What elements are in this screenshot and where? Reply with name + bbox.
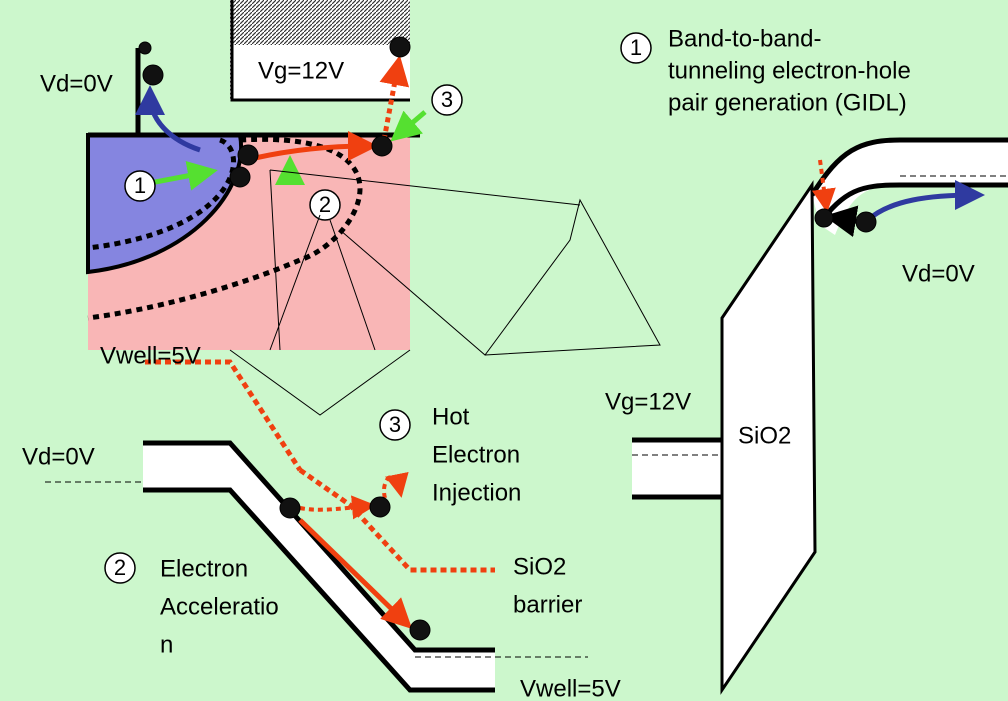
transistor: Vd=0V Vg=12V Vwell=5V 1 2 3 (40, 0, 463, 472)
marker: 1 (134, 173, 146, 198)
caption: pair generation (GIDL) (668, 89, 907, 116)
hot-electron: 3 Hot Electron Injection (379, 403, 521, 506)
caption: Band-to-band- (668, 25, 821, 52)
gidl-band: 1 Band-to-band- tunneling electron-hole … (605, 25, 1008, 695)
callout-right (269, 169, 661, 356)
caption: Electron (432, 441, 520, 468)
callout-down (229, 349, 411, 416)
caption: tunneling electron-hole (668, 57, 911, 84)
caption: Hot (432, 403, 470, 430)
marker: 1 (630, 35, 642, 60)
barrier-label: barrier (513, 591, 582, 618)
caption: Electron (160, 555, 248, 582)
marker: 2 (319, 192, 331, 217)
marker: 3 (389, 412, 401, 437)
caption: Acceleratio (160, 593, 279, 620)
drain-label: Vd=0V (22, 443, 95, 470)
well-label: Vwell=5V (520, 675, 621, 701)
drain-label: Vd=0V (40, 70, 113, 97)
barrier-label: SiO2 (513, 553, 566, 580)
oxide-label: SiO2 (738, 422, 791, 449)
marker: 3 (441, 87, 453, 112)
well-label: Vwell=5V (100, 342, 201, 369)
gate-label: Vg=12V (258, 57, 344, 84)
caption: Injection (432, 479, 521, 506)
marker: 2 (114, 555, 126, 580)
gate-label: Vg=12V (605, 388, 691, 415)
caption: n (160, 631, 173, 658)
acceleration-band: Vd=0V Vwell=5V 2 Electron Acceleratio n … (22, 440, 621, 701)
drain-label: Vd=0V (902, 260, 975, 287)
